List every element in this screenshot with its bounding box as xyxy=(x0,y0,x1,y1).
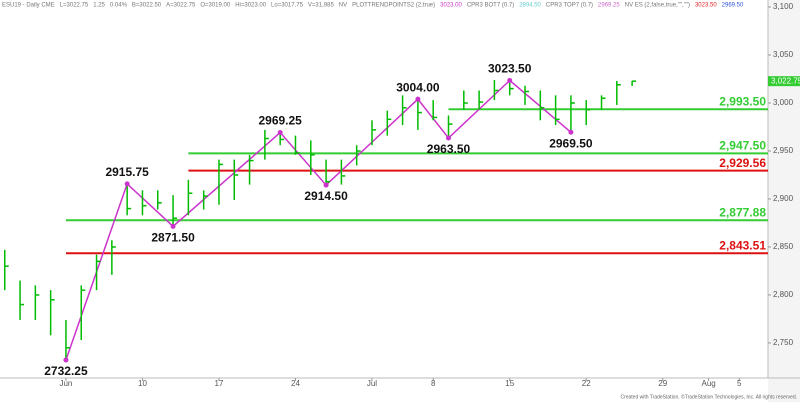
swing-marker xyxy=(170,223,176,229)
header-item: Lo=3017.75 xyxy=(271,3,304,9)
y-tick-label: 3,100 xyxy=(773,2,794,11)
swing-marker xyxy=(277,130,283,136)
header-item: B=3022.50 xyxy=(132,3,162,9)
header-item: PLOTTRENDPOINTS2 (2,true) xyxy=(352,3,435,9)
swing-label: 3023.50 xyxy=(488,62,532,76)
x-tick-label: 10 xyxy=(138,379,147,388)
header-item: 3023.00 xyxy=(440,3,462,9)
header-item: ESU19 - Daily CME xyxy=(2,3,55,9)
header-item: 2969.25 xyxy=(598,3,620,9)
header-item: 2969.50 xyxy=(722,3,744,9)
header-item: 1.25 xyxy=(93,3,105,9)
level-label: 2,947.50 xyxy=(719,139,766,153)
y-tick-label: 3,000 xyxy=(773,98,794,107)
level-label: 2,993.50 xyxy=(719,94,766,108)
y-tick-label: 3,050 xyxy=(773,50,794,59)
swing-label: 2969.25 xyxy=(258,114,302,128)
swing-marker xyxy=(323,182,329,188)
swing-marker xyxy=(568,129,574,135)
swing-label: 2871.50 xyxy=(151,231,195,245)
swing-label: 3004.00 xyxy=(396,80,440,94)
price-axis-bg xyxy=(768,0,800,402)
header-item: 2894.50 xyxy=(519,3,541,9)
x-tick-label: 5 xyxy=(737,379,742,388)
swing-marker xyxy=(507,77,513,83)
y-tick-label: 2,750 xyxy=(773,338,794,347)
header-item: NV xyxy=(339,3,347,9)
header-item: 0.04% xyxy=(110,3,128,9)
level-label: 2,877.88 xyxy=(719,205,766,219)
y-tick-label: 2,800 xyxy=(773,290,794,299)
header-item: Hi=3023.00 xyxy=(235,3,267,9)
header-item: 3023.50 xyxy=(695,3,717,9)
y-tick-label: 2,900 xyxy=(773,194,794,203)
swing-label: 2969.50 xyxy=(549,136,593,150)
swing-label: 2914.50 xyxy=(304,189,348,203)
x-tick-label: Jun xyxy=(59,379,72,388)
x-tick-label: 29 xyxy=(658,379,667,388)
swing-marker xyxy=(63,357,69,363)
swing-label: 2732.25 xyxy=(44,364,88,378)
level-label: 2,843.51 xyxy=(719,238,766,252)
swing-marker xyxy=(445,135,451,141)
header-item: O=3019.00 xyxy=(200,3,231,9)
x-tick-label: 17 xyxy=(215,379,224,388)
header-item: L=3022.75 xyxy=(60,3,89,9)
header-item: NV ES (2,false,true,"","") xyxy=(625,3,690,9)
y-tick-label: 2,850 xyxy=(773,242,794,251)
footer: Created with TradeStation. ©TradeStation… xyxy=(620,393,797,400)
swing-label: 2915.75 xyxy=(105,165,149,179)
swing-marker xyxy=(124,181,130,187)
header-item: V=31,985 xyxy=(308,3,335,9)
x-tick-label: 15 xyxy=(505,379,514,388)
y-tick-label: 2,950 xyxy=(773,146,794,155)
last-price-label: 3,022.75 xyxy=(771,76,800,85)
level-label: 2,929.56 xyxy=(719,156,766,170)
last-price-tag xyxy=(768,76,800,87)
x-tick-label: Jul xyxy=(367,379,377,388)
swing-label: 2963.50 xyxy=(427,142,471,156)
x-tick-label: Aug xyxy=(702,379,716,388)
x-tick-label: 22 xyxy=(582,379,591,388)
header-item: CPR3 BOT7 (0.7) xyxy=(467,3,514,9)
x-tick-label: 8 xyxy=(431,379,436,388)
swing-marker xyxy=(415,96,421,102)
x-tick-label: 24 xyxy=(291,379,300,388)
header-item: A=3022.75 xyxy=(166,3,196,9)
header-item: CPR3 TOP7 (0.7) xyxy=(546,3,593,9)
